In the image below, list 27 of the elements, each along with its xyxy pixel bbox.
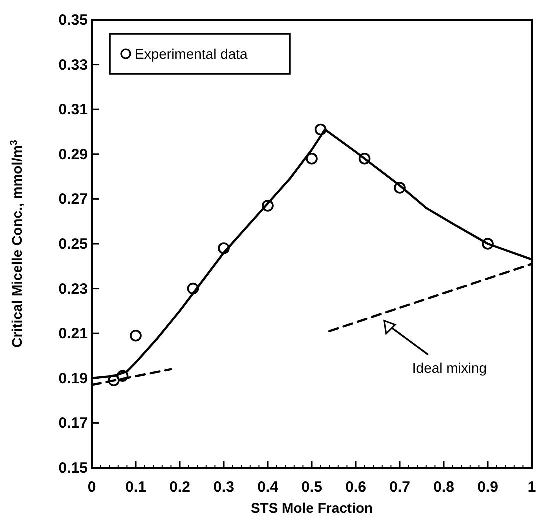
x-tick-label: 0 bbox=[88, 479, 96, 496]
x-tick-label: 0.5 bbox=[302, 479, 322, 496]
x-tick-label: 0.9 bbox=[478, 479, 498, 496]
point bbox=[306, 152, 318, 165]
annotation: Ideal mixing bbox=[412, 360, 488, 376]
x-tick-label: 0.8 bbox=[434, 479, 454, 496]
y-tick-label: 0.15 bbox=[58, 460, 88, 477]
x-tick-label: 0.4 bbox=[258, 479, 280, 496]
y-tick-label: 0.33 bbox=[58, 56, 88, 74]
y-tick-label: 0.27 bbox=[58, 191, 88, 208]
x-tick-label: 0.3 bbox=[214, 479, 234, 496]
y-tick-label: 0.29 bbox=[58, 146, 88, 164]
x-tick-label: 0.1 bbox=[126, 479, 146, 496]
y-tick-label: 0.23 bbox=[58, 280, 88, 298]
y-tick-label: 0.19 bbox=[58, 370, 88, 388]
x-tick-label: 0.7 bbox=[390, 479, 410, 496]
point bbox=[130, 330, 142, 342]
y-tick-label: 0.17 bbox=[58, 415, 88, 432]
legend-label: Experimental data bbox=[135, 46, 248, 62]
y-tick-label: 0.21 bbox=[58, 326, 88, 343]
x-tick-label: 0.6 bbox=[346, 479, 366, 496]
x-tick-label: 1 bbox=[528, 479, 536, 496]
y-tick-label: 0.31 bbox=[58, 102, 88, 119]
y-tick-label: 0.25 bbox=[58, 236, 88, 253]
y-tick-label: 0.35 bbox=[58, 12, 88, 29]
x-axis-title: STS Mole Fraction bbox=[250, 500, 374, 516]
x-tick-label: 0.2 bbox=[170, 479, 190, 496]
